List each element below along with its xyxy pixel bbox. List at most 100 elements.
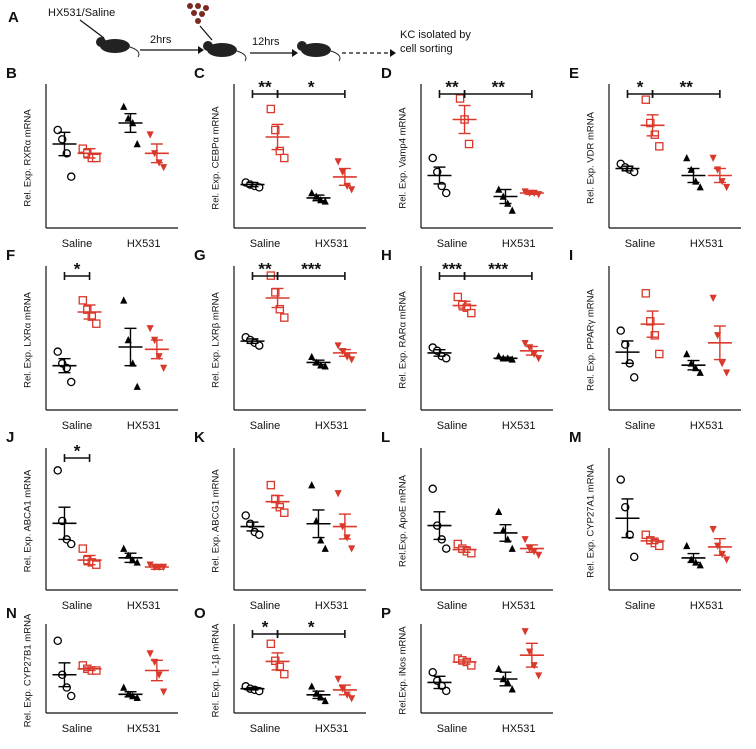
point	[146, 561, 154, 569]
y-axis-label: Rel. Exp. LXRα mRNA	[23, 291, 34, 387]
point	[275, 146, 285, 156]
point	[718, 360, 726, 368]
x-tick-label: HX531	[127, 723, 161, 735]
significance-label: *	[74, 259, 81, 278]
point	[348, 356, 356, 364]
point	[308, 352, 316, 361]
point	[464, 139, 474, 149]
y-axis-label: Rel. Exp. ABCG1 mRNA	[211, 469, 222, 573]
point	[275, 304, 285, 314]
point	[616, 475, 625, 484]
point	[321, 197, 329, 205]
point	[66, 172, 76, 181]
point	[683, 350, 691, 358]
point	[280, 669, 289, 679]
point	[83, 305, 92, 314]
x-tick-label: HX531	[502, 600, 536, 612]
panel-label: K	[194, 429, 205, 446]
point	[646, 317, 655, 326]
x-tick-label: HX531	[690, 420, 724, 432]
panel: K Rel. Exp. ABCG1 mRNA Saline HX531	[194, 429, 366, 612]
x-tick-label: HX531	[315, 600, 349, 612]
interval-label: 2hrs	[150, 34, 172, 46]
point	[683, 541, 691, 550]
x-tick-label: Saline	[437, 238, 468, 250]
mouse	[96, 37, 140, 58]
particles	[187, 3, 209, 24]
panel-label: O	[194, 605, 206, 622]
panel-label: F	[6, 247, 15, 264]
point	[629, 373, 639, 382]
x-tick-label: HX531	[502, 420, 536, 432]
point	[146, 650, 154, 658]
panel-label: C	[194, 65, 205, 82]
point	[495, 664, 503, 673]
point	[280, 153, 289, 163]
point	[641, 530, 651, 540]
point	[521, 628, 529, 636]
x-tick-label: Saline	[625, 420, 656, 432]
point	[266, 104, 276, 114]
point	[120, 683, 128, 691]
point	[709, 526, 717, 534]
panel: L Rel.Exp. ApoE mRNA Saline HX531	[381, 429, 553, 612]
point	[535, 355, 543, 363]
panel-label: E	[569, 65, 579, 82]
x-tick-label: HX531	[690, 600, 724, 612]
point	[467, 308, 476, 318]
x-tick-label: HX531	[127, 600, 161, 612]
point	[650, 331, 660, 340]
panel: I Rel. Exp. PPARγ mRNA Saline HX531	[569, 247, 741, 432]
point	[508, 544, 516, 552]
point	[133, 140, 141, 148]
y-axis-label: Rel. Exp. LXRβ mRNA	[211, 291, 222, 387]
point	[521, 536, 529, 544]
x-tick-label: Saline	[62, 600, 93, 612]
panel-label: N	[6, 605, 17, 622]
point	[266, 639, 276, 649]
point	[441, 188, 451, 198]
x-tick-label: HX531	[502, 238, 536, 250]
panel-label: L	[381, 429, 390, 446]
point	[66, 377, 76, 387]
point	[655, 541, 664, 551]
significance-label: **	[445, 77, 459, 96]
significance-label: **	[258, 77, 272, 96]
x-tick-label: Saline	[62, 238, 93, 250]
point	[133, 382, 141, 390]
point	[655, 142, 664, 151]
x-tick-label: HX531	[127, 238, 161, 250]
panel: P Rel.Exp. iNos mRNA Saline HX531	[381, 605, 553, 735]
y-axis-label: Rel. Exp. CEBPα mRNA	[211, 106, 222, 210]
point	[696, 561, 704, 569]
point	[66, 539, 76, 549]
panel: B Rel. Exp. RXRα mRNA Saline HX531	[6, 65, 178, 250]
x-tick-label: Saline	[62, 723, 93, 735]
panel: H Rel. Exp. RARα mRNA Saline HX531 *** ***	[381, 247, 553, 432]
x-tick-label: HX531	[690, 238, 724, 250]
point	[66, 691, 76, 701]
significance-label: ***	[488, 259, 508, 278]
x-tick-label: Saline	[625, 600, 656, 612]
point	[723, 369, 731, 377]
x-tick-label: Saline	[250, 723, 281, 735]
x-tick-label: Saline	[625, 238, 656, 250]
significance-label: **	[680, 77, 694, 96]
point	[334, 158, 342, 166]
point	[53, 347, 62, 356]
x-tick-label: HX531	[315, 238, 349, 250]
x-tick-label: HX531	[127, 420, 161, 432]
point	[535, 551, 543, 559]
x-tick-label: Saline	[437, 723, 468, 735]
interval-label: 12hrs	[252, 36, 280, 48]
point	[462, 303, 472, 312]
schematic: A HX531/Saline 2hrs 12hrs KC isolated by…	[8, 3, 471, 62]
y-axis-label: Rel.Exp. iNos mRNA	[398, 626, 409, 715]
point	[133, 693, 141, 701]
point	[53, 636, 62, 646]
panel: O Rel. Exp. IL-1β mRNA Saline HX531 * *	[194, 605, 366, 735]
x-tick-label: HX531	[315, 420, 349, 432]
point	[535, 672, 543, 680]
point	[629, 552, 639, 562]
point	[92, 319, 101, 328]
